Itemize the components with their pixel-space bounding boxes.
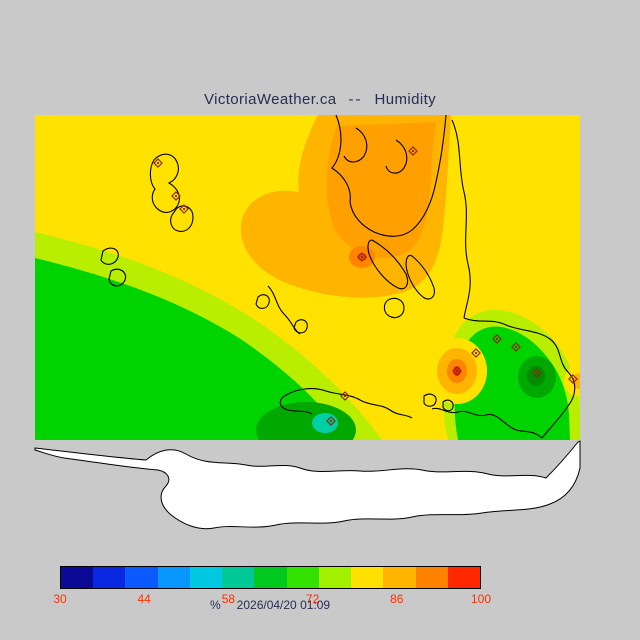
contour-fills: [35, 115, 580, 440]
contour-teal-spot: [312, 413, 338, 433]
coastline-south-spur: [279, 396, 313, 415]
station-marker-dot: [411, 149, 415, 153]
coastline-saanich-inlet: [267, 285, 301, 335]
coastlines: [100, 114, 576, 439]
colorbar-tick-label: 100: [470, 592, 492, 606]
coastline-gulf-island-3: [383, 297, 405, 319]
station-marker-icon: [326, 416, 336, 426]
colorbar-segment: [447, 567, 481, 588]
colorbar-segment: [157, 567, 190, 588]
contour-green-se: [454, 326, 570, 440]
coastline-east-shore: [451, 119, 471, 319]
station-marker-icon: [153, 158, 163, 168]
variable-label: Humidity: [374, 91, 437, 108]
colorbar-segment: [61, 567, 94, 588]
coastline-gulf-island-2: [405, 254, 435, 300]
coastline-harbour-island-2: [442, 399, 454, 412]
contour-yellow-edge-spot: [564, 366, 580, 396]
coastline-islet-1: [100, 247, 119, 265]
coastline-inlet-2: [385, 139, 408, 174]
station-marker-dot: [495, 337, 499, 341]
coastline-southeast-bays: [431, 407, 543, 439]
colorbar-segment: [351, 567, 384, 588]
colorbar-tick-label: 72: [305, 592, 320, 606]
coastline-south-shore: [282, 388, 413, 419]
station-marker-dot: [174, 194, 178, 198]
colorbar-segment: [93, 567, 126, 588]
colorbar-tick-label: 58: [221, 592, 236, 606]
footer-caption: % 2026/04/20 01:09: [210, 598, 330, 612]
station-marker-dot: [360, 255, 364, 259]
coastline-inlet-1: [343, 127, 368, 163]
timestamp: 2026/04/20 01:09: [236, 598, 331, 612]
coastline-southeast-landmass: [463, 317, 576, 439]
station-marker-icon: [408, 146, 418, 156]
units-label: %: [210, 598, 221, 612]
contour-deeporange-core: [326, 122, 436, 259]
station-marker-dot: [182, 207, 186, 211]
station-marker-icon: [511, 342, 521, 352]
colorbar-segment: [125, 567, 158, 588]
colorbar-segment: [415, 567, 448, 588]
colorbar-segment: [318, 567, 352, 588]
coastline-north-landmass: [331, 114, 447, 237]
colorbar-tick-labels: 30 44 58 72 86 100: [53, 592, 491, 606]
colorbar-tick-label: 44: [137, 592, 151, 606]
coastline-islet-2: [108, 268, 127, 287]
outside-domain-land: [34, 440, 581, 530]
station-marker-dot: [535, 371, 539, 375]
colorbar-tick-label: 30: [53, 592, 67, 606]
station-marker-icon: [171, 191, 181, 201]
colorbar-tick-label: 86: [390, 592, 404, 606]
coastline-islet-4: [293, 319, 308, 334]
station-marker-icon: [179, 204, 189, 214]
station-marker-dot: [156, 161, 160, 165]
contour-darkgreen-bottom: [256, 402, 356, 440]
station-marker-dot: [343, 394, 347, 398]
title-separator: --: [348, 91, 363, 108]
station-marker-dot: [455, 369, 459, 373]
station-marker-icon: [532, 368, 542, 378]
colorbar-segment: [286, 567, 319, 588]
coastline-island-west-1: [149, 153, 180, 213]
olympic-peninsula-land: [34, 440, 581, 530]
coastline-island-west-2: [170, 205, 194, 232]
coastline-harbour-island-1: [423, 393, 437, 407]
station-marker-dot: [474, 351, 478, 355]
station-marker-dot: [571, 377, 575, 381]
contour-green-sw: [35, 258, 348, 440]
station-marker-dot: [514, 345, 518, 349]
station-marker-icon: [340, 391, 350, 401]
station-marker-icon: [471, 348, 481, 358]
colorbar-segment: [383, 567, 416, 588]
page-title: VictoriaWeather.ca -- Humidity: [0, 91, 640, 108]
station-markers: [153, 146, 578, 426]
station-marker-dot: [329, 419, 333, 423]
colorbar-segment: [189, 567, 223, 588]
colorbar-segment: [254, 567, 287, 588]
colorbar-segment: [222, 567, 255, 588]
station-marker-icon: [452, 366, 462, 376]
coastline-gulf-island-1: [367, 239, 409, 290]
humidity-colorbar: [60, 566, 481, 589]
coastline-islet-3: [255, 294, 270, 309]
station-marker-icon: [357, 252, 367, 262]
station-marker-icon: [492, 334, 502, 344]
site-name: VictoriaWeather.ca: [203, 91, 337, 108]
station-marker-icon: [568, 374, 578, 384]
